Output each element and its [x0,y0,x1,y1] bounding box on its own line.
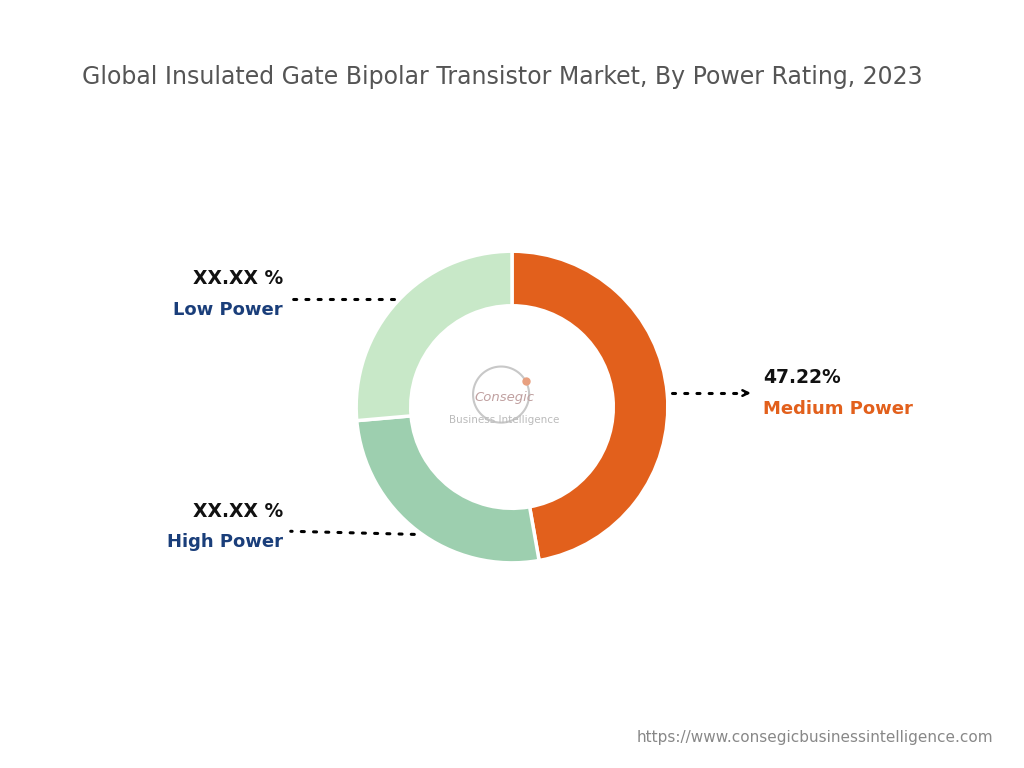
Text: XX.XX %: XX.XX % [193,502,283,521]
Text: XX.XX %: XX.XX % [193,269,283,288]
Text: High Power: High Power [167,533,283,551]
Wedge shape [356,251,512,421]
Wedge shape [356,416,539,563]
Text: https://www.consegicbusinessintelligence.com: https://www.consegicbusinessintelligence… [637,730,993,745]
Text: Low Power: Low Power [173,300,283,319]
Text: Global Insulated Gate Bipolar Transistor Market, By Power Rating, 2023: Global Insulated Gate Bipolar Transistor… [82,65,923,89]
Text: Business Intelligence: Business Intelligence [449,415,559,425]
Text: Consegic: Consegic [474,391,535,404]
Text: Medium Power: Medium Power [763,399,912,418]
Text: 47.22%: 47.22% [763,368,841,387]
Wedge shape [512,251,668,561]
